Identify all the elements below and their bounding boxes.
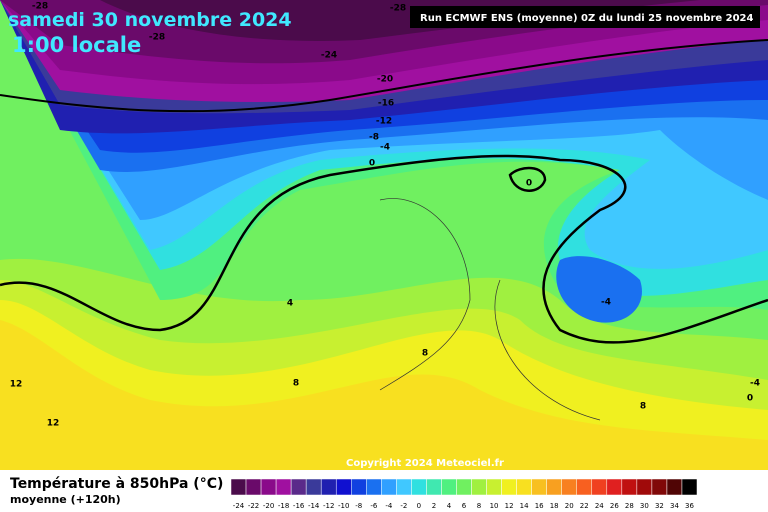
- scale-swatch: [486, 478, 502, 496]
- date-label: samedi 30 novembre 2024: [8, 9, 292, 31]
- scale-swatch: [456, 478, 472, 496]
- contour-label: -28: [32, 2, 48, 12]
- run-label: Run ECMWF ENS (moyenne) 0Z du lundi 25 n…: [420, 13, 754, 24]
- scale-swatch: [411, 478, 427, 496]
- scale-swatch: [320, 478, 337, 496]
- scale-swatch: [290, 478, 307, 496]
- contour-label: 4: [287, 299, 293, 309]
- scale-label: -10: [338, 502, 349, 510]
- contour-label: 8: [293, 379, 299, 389]
- scale-label: 32: [655, 502, 664, 510]
- scale-label: -4: [385, 502, 393, 510]
- scale-swatch: [606, 478, 623, 496]
- scale-label: 8: [477, 502, 481, 510]
- time-label: 1:00 locale: [12, 33, 141, 57]
- scale-swatch: [426, 478, 442, 496]
- scale-label: 20: [565, 502, 574, 510]
- scale-label: 26: [610, 502, 619, 510]
- scale-swatch: [260, 478, 277, 496]
- scale-swatch: [591, 478, 608, 496]
- scale-label: 14: [520, 502, 529, 510]
- scale-swatch: [230, 478, 247, 496]
- run-banner: [410, 6, 760, 28]
- scale-swatch: [501, 478, 517, 496]
- scale-label: 6: [462, 502, 467, 510]
- scale-swatch: [576, 478, 593, 496]
- scale-label: 30: [640, 502, 649, 510]
- contour-label: 0: [747, 394, 753, 404]
- scale-swatch: [516, 478, 532, 496]
- scale-label: 18: [550, 502, 559, 510]
- scale-swatch: [636, 478, 653, 496]
- scale-label: 22: [580, 502, 589, 510]
- scale-swatch: [381, 478, 397, 496]
- legend-subtitle: moyenne (+120h): [10, 493, 121, 506]
- contour-label: 0: [526, 179, 532, 189]
- contour-label: -4: [601, 298, 611, 308]
- legend-title: Température à 850hPa (°C): [10, 476, 223, 492]
- contour-label: 0: [369, 159, 375, 169]
- contour-label: -8: [369, 133, 379, 143]
- scale-label: 36: [685, 502, 694, 510]
- scale-label: 0: [417, 502, 421, 510]
- scale-label: 12: [505, 502, 514, 510]
- scale-label: -2: [400, 502, 407, 510]
- scale-swatch: [531, 478, 547, 496]
- scale-swatch: [651, 478, 668, 496]
- scale-swatch: [275, 478, 292, 496]
- scale-label: -18: [278, 502, 289, 510]
- scale-swatch: [305, 478, 322, 496]
- scale-label: -6: [370, 502, 378, 510]
- scale-swatch: [366, 478, 382, 496]
- scale-label: -20: [263, 502, 274, 510]
- scale-label: 34: [670, 502, 679, 510]
- scale-swatch: [666, 478, 683, 496]
- scale-label: -16: [293, 502, 305, 510]
- scale-label: 16: [535, 502, 544, 510]
- scale-swatch: [471, 478, 487, 496]
- scale-label: 28: [625, 502, 634, 510]
- scale-label: -22: [248, 502, 259, 510]
- scale-label: 2: [432, 502, 436, 510]
- contour-label: -12: [376, 117, 392, 127]
- scale-swatch: [396, 478, 412, 496]
- scale-label: 10: [490, 502, 499, 510]
- scale-label: -24: [233, 502, 245, 510]
- temperature-field: [0, 0, 768, 470]
- color-scale: -24 -22 -20 -18 -16 -14 -12 -10 -8 -6 -4 -2 0 2 4 6 8 10 1…: [230, 478, 698, 510]
- scale-swatch: [335, 478, 352, 496]
- scale-swatch: [546, 478, 562, 496]
- contour-label: -20: [377, 75, 393, 85]
- contour-label: 8: [422, 349, 428, 359]
- scale-swatch: [561, 478, 577, 496]
- scale-swatch: [681, 478, 698, 496]
- contour-label: -24: [321, 51, 337, 61]
- contour-label: -28: [390, 4, 406, 14]
- contour-label: 12: [47, 419, 60, 429]
- scale-label: -14: [308, 502, 320, 510]
- scale-label: -12: [323, 502, 334, 510]
- contour-label: -4: [380, 143, 390, 153]
- scale-label: 24: [595, 502, 604, 510]
- scale-swatch: [245, 478, 262, 496]
- scale-label: 4: [447, 502, 452, 510]
- scale-swatch: [351, 478, 367, 496]
- contour-label: -28: [149, 33, 165, 43]
- contour-label: 8: [640, 402, 646, 412]
- copyright: Copyright 2024 Meteociel.fr: [346, 458, 504, 469]
- contour-label: 12: [10, 380, 23, 390]
- contour-label: -4: [750, 379, 760, 389]
- scale-swatch: [621, 478, 638, 496]
- contour-label: -16: [378, 99, 394, 109]
- scale-label: -8: [355, 502, 362, 510]
- scale-swatch: [441, 478, 457, 496]
